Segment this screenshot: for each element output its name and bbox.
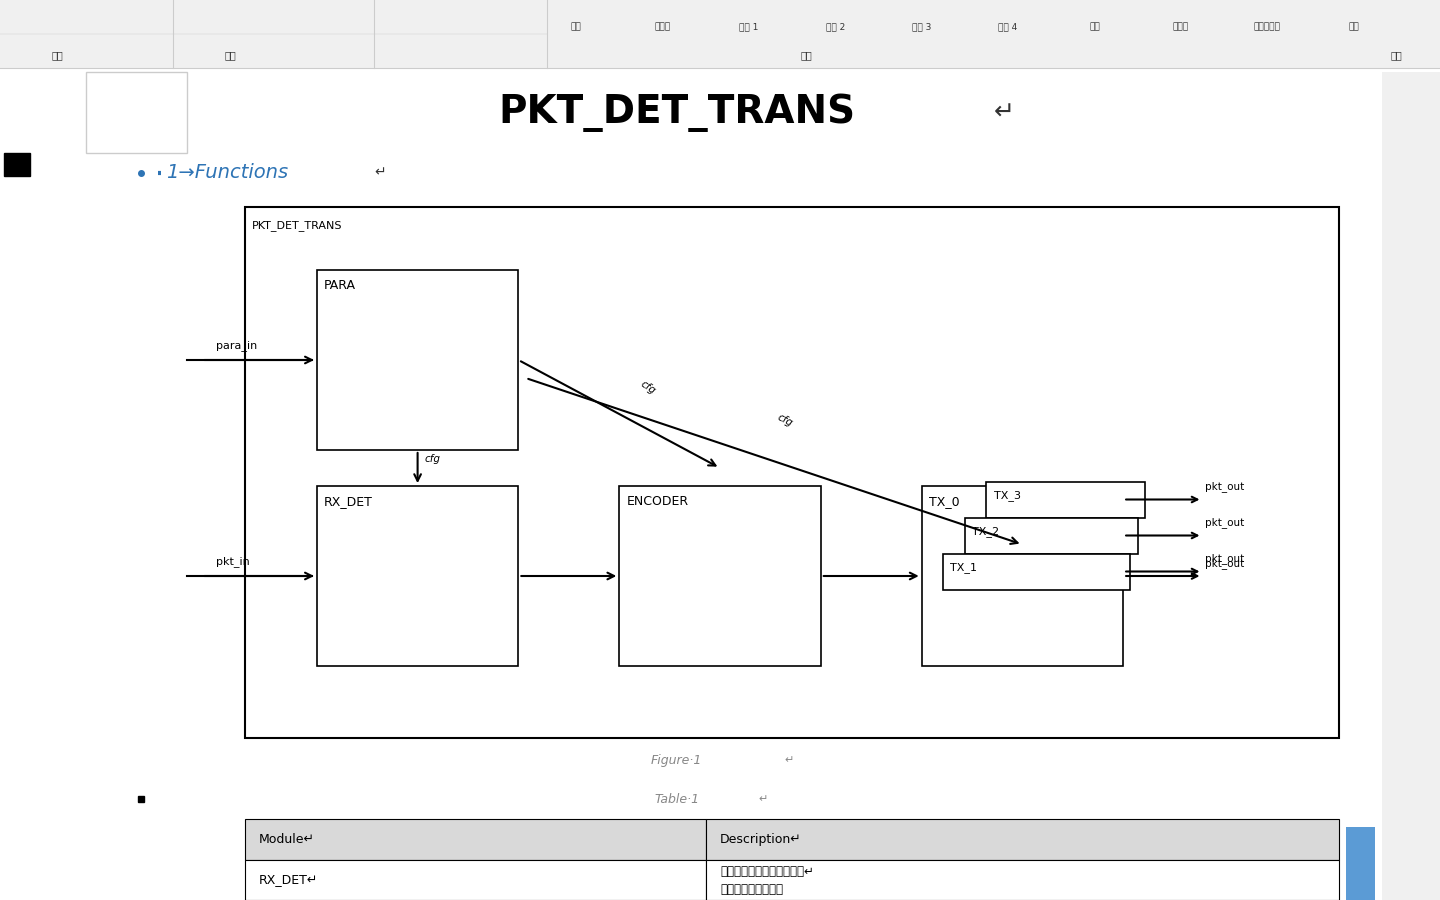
Text: 标题 2: 标题 2 bbox=[825, 22, 845, 32]
FancyBboxPatch shape bbox=[965, 518, 1138, 554]
Text: ↵: ↵ bbox=[759, 794, 769, 805]
Text: 段落: 段落 bbox=[225, 50, 236, 60]
FancyBboxPatch shape bbox=[706, 860, 1339, 900]
Text: 标题 1: 标题 1 bbox=[739, 22, 759, 32]
Text: cfg: cfg bbox=[425, 454, 441, 464]
Text: ↵: ↵ bbox=[994, 101, 1015, 124]
FancyBboxPatch shape bbox=[4, 153, 30, 176]
Text: pkt_in: pkt_in bbox=[216, 556, 249, 567]
FancyBboxPatch shape bbox=[706, 819, 1339, 859]
Text: TX_2: TX_2 bbox=[972, 526, 999, 537]
Text: ▶: ▶ bbox=[1348, 860, 1359, 875]
FancyBboxPatch shape bbox=[1382, 72, 1440, 900]
Text: 正文: 正文 bbox=[570, 22, 582, 32]
Text: pkt_out: pkt_out bbox=[1205, 554, 1244, 564]
Text: Table·1: Table·1 bbox=[654, 793, 700, 806]
Text: PKT_DET_TRANS: PKT_DET_TRANS bbox=[252, 220, 343, 231]
Text: pkt_out: pkt_out bbox=[1205, 558, 1244, 569]
Text: 无间距: 无间距 bbox=[654, 22, 671, 32]
Text: 副标题: 副标题 bbox=[1172, 22, 1189, 32]
Text: 标题 4: 标题 4 bbox=[998, 22, 1018, 32]
FancyBboxPatch shape bbox=[1346, 827, 1375, 900]
Text: ↵: ↵ bbox=[374, 166, 386, 180]
Text: Description↵: Description↵ bbox=[720, 832, 802, 846]
Text: TX_3: TX_3 bbox=[994, 491, 1021, 501]
Text: 编辑: 编辑 bbox=[1391, 50, 1403, 60]
Text: 支持包合法性检测。: 支持包合法性检测。 bbox=[720, 884, 783, 896]
Text: Module↵: Module↵ bbox=[259, 832, 315, 846]
FancyBboxPatch shape bbox=[245, 819, 706, 859]
FancyBboxPatch shape bbox=[619, 486, 821, 666]
FancyBboxPatch shape bbox=[245, 860, 706, 900]
Text: pkt_out: pkt_out bbox=[1205, 518, 1244, 528]
Text: RX_DET↵: RX_DET↵ bbox=[259, 873, 318, 886]
Text: ENCODER: ENCODER bbox=[626, 495, 688, 508]
Text: TX_1: TX_1 bbox=[950, 562, 978, 573]
FancyBboxPatch shape bbox=[0, 0, 1440, 68]
FancyBboxPatch shape bbox=[317, 486, 518, 666]
Text: 1→Functions: 1→Functions bbox=[166, 163, 288, 183]
FancyBboxPatch shape bbox=[317, 270, 518, 450]
Text: cfg: cfg bbox=[775, 412, 795, 429]
Text: 支持从上一级模块接收包。↵: 支持从上一级模块接收包。↵ bbox=[720, 865, 814, 878]
Text: Figure·1: Figure·1 bbox=[651, 754, 703, 767]
Text: RX_DET: RX_DET bbox=[324, 495, 373, 508]
FancyBboxPatch shape bbox=[943, 554, 1130, 590]
Text: TX_0: TX_0 bbox=[929, 495, 959, 508]
Text: 不明显强调: 不明显强调 bbox=[1254, 22, 1280, 32]
Text: ↵: ↵ bbox=[785, 755, 795, 766]
Text: para_in: para_in bbox=[216, 340, 258, 351]
FancyBboxPatch shape bbox=[86, 72, 187, 153]
Text: pkt_out: pkt_out bbox=[1205, 482, 1244, 492]
Text: 字体: 字体 bbox=[52, 50, 63, 60]
Text: PARA: PARA bbox=[324, 279, 356, 292]
Text: 标题: 标题 bbox=[1089, 22, 1100, 32]
Text: PKT_DET_TRANS: PKT_DET_TRANS bbox=[498, 94, 855, 131]
Text: cfg: cfg bbox=[638, 378, 658, 396]
FancyBboxPatch shape bbox=[986, 482, 1145, 517]
Text: 标题 3: 标题 3 bbox=[912, 22, 932, 32]
FancyBboxPatch shape bbox=[922, 486, 1123, 666]
Text: 强调: 强调 bbox=[1348, 22, 1359, 32]
FancyBboxPatch shape bbox=[245, 207, 1339, 738]
Text: 样式: 样式 bbox=[801, 50, 812, 60]
